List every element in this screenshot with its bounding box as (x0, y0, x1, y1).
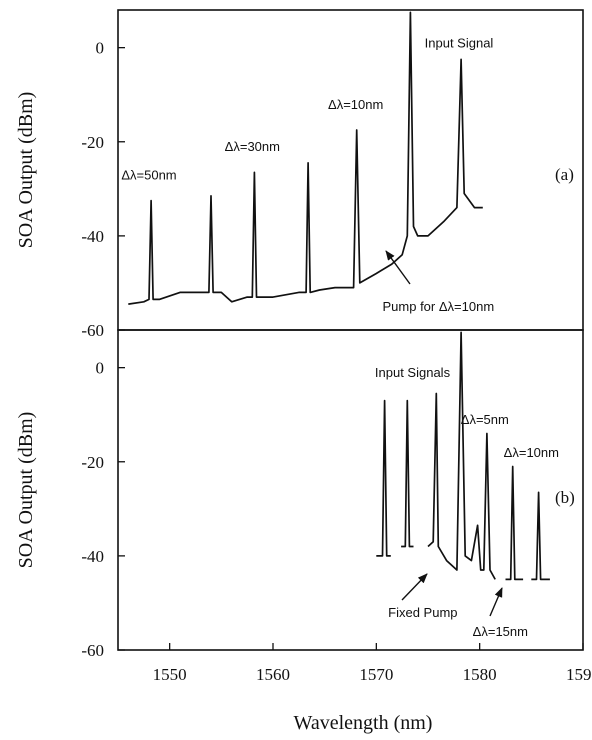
annotation-label: Δλ=15nm (473, 624, 528, 639)
annotation-label: Δλ=10nm (504, 445, 559, 460)
annotation-label: Input Signals (375, 365, 451, 380)
panel-b: 0 -20 -40 -60 1550 1560 1570 1580 1590 SOA Output… (15, 329, 592, 684)
pump-arrow (385, 250, 411, 285)
x-tick-label: 1580 (463, 665, 497, 684)
x-tick-label: 1560 (256, 665, 290, 684)
annotation-label: Δλ=5nm (461, 412, 509, 427)
y-tick-label: -60 (81, 321, 104, 340)
panel-a: 0 -20 -40 -60 SOA Output (dBm) (a) Δλ=50nm Δλ=3… (15, 9, 584, 340)
spectrum-line (531, 491, 550, 581)
plot-frame (117, 9, 584, 331)
y-tick-label: -20 (81, 453, 104, 472)
annotation-label: Fixed Pump (388, 605, 457, 620)
annotation-label: Input Signal (425, 36, 494, 51)
y-tick-label: -40 (81, 227, 104, 246)
spectrum-line (376, 399, 391, 557)
y-tick-label: 0 (96, 359, 105, 378)
delta-15nm-arrow (489, 587, 503, 617)
x-tick-label: 1550 (153, 665, 187, 684)
annotation-label: Pump for Δλ=10nm (383, 299, 495, 314)
x-tick-label: 1570 (359, 665, 393, 684)
annotation-label: Δλ=10nm (328, 97, 383, 112)
spectrum-line (427, 331, 496, 580)
spectrum-line (128, 11, 483, 305)
y-tick-label: -40 (81, 547, 104, 566)
y-axis-label: SOA Output (dBm) (15, 412, 37, 569)
panel-label: (a) (555, 165, 574, 184)
panel-label: (b) (555, 488, 575, 507)
y-tick-label: 0 (96, 39, 105, 58)
annotation-label: Δλ=50nm (121, 167, 176, 182)
y-axis-label: SOA Output (dBm) (15, 92, 37, 249)
y-tick-label: -20 (81, 133, 104, 152)
spectrum-line (505, 465, 524, 581)
x-axis-label: Wavelength (nm) (294, 712, 433, 734)
spectrum-line (401, 399, 414, 548)
x-tick-label: 1590 (566, 665, 592, 684)
fixed-pump-arrow (401, 573, 428, 601)
annotation-label: Δλ=30nm (225, 139, 280, 154)
plot-frame (117, 329, 584, 651)
y-tick-label: -60 (81, 641, 104, 660)
